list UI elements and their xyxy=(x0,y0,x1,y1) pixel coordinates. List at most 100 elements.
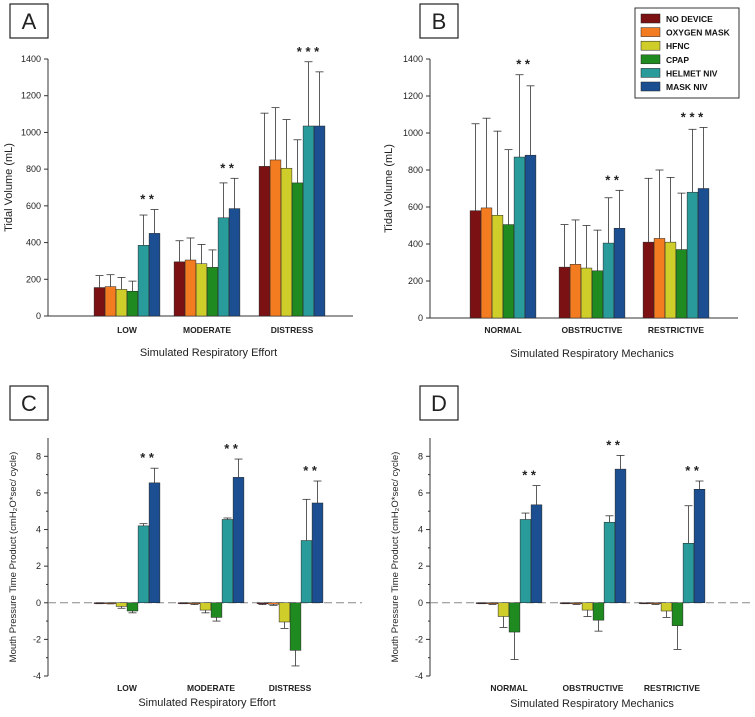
panel-label: C xyxy=(21,391,37,416)
y-tick-label: 1200 xyxy=(403,91,423,101)
legend-entry: HELMET NIV xyxy=(666,68,718,78)
legend-swatch xyxy=(640,68,661,78)
category-label: MODERATE xyxy=(187,683,235,693)
y-axis-label: Tidal Volume (mL) xyxy=(3,143,15,232)
bar-no-device-normal xyxy=(469,210,482,319)
bar-oxygen-mask-distress xyxy=(269,159,282,317)
bar-no-device-low xyxy=(93,287,106,317)
panel-label: D xyxy=(431,391,447,416)
bar-mask-niv-obstructive xyxy=(613,228,626,319)
y-tick-label: 8 xyxy=(418,451,423,461)
bar-oxygen-mask-moderate xyxy=(188,602,201,604)
panel-label-box xyxy=(419,385,459,421)
bar-hfnc-distress xyxy=(280,167,293,317)
bar-mask-niv-distress xyxy=(311,502,324,604)
legend-entry: HFNC xyxy=(666,41,690,51)
significance-annotation: * * xyxy=(140,192,155,207)
significance-annotation: * * xyxy=(140,450,155,465)
bar-cpap-obstructive xyxy=(592,602,605,621)
y-tick-label: 2 xyxy=(36,561,41,571)
category-label: RESTRICTIVE xyxy=(644,683,701,693)
legend-entry: CPAP xyxy=(666,55,689,65)
y-tick-label: 200 xyxy=(26,274,41,284)
y-tick-label: 8 xyxy=(36,451,41,461)
significance-annotation: * * xyxy=(220,160,235,175)
category-label: MODERATE xyxy=(183,325,231,335)
y-tick-label: 800 xyxy=(408,165,423,175)
bar-mask-niv-low xyxy=(148,233,161,317)
y-tick-label: -4 xyxy=(415,671,423,681)
category-label: DISTRESS xyxy=(269,683,312,693)
bar-helmet-niv-moderate xyxy=(221,519,234,604)
y-axis-label: Mouth Pressure Time Product (cmH₂O*sec/ … xyxy=(390,452,401,663)
panel-d: D -4 -2 0 2 4 6 8 NORMAL * * OBSTRUCTIVE * * RESTRIC… xyxy=(390,385,750,710)
y-tick-label: 0 xyxy=(36,311,41,321)
bar-hfnc-obstructive xyxy=(580,267,593,319)
bar-mask-niv-restrictive xyxy=(693,489,706,604)
category-label: NORMAL xyxy=(484,325,521,335)
bar-cpap-low xyxy=(126,602,139,612)
legend-entry: OXYGEN MASK xyxy=(666,28,731,38)
y-tick-label: 6 xyxy=(36,488,41,498)
category-label: RESTRICTIVE xyxy=(648,325,705,335)
y-axis-label: Tidal Volume (mL) xyxy=(383,144,395,233)
legend-swatch xyxy=(640,81,661,92)
y-tick-label: 1400 xyxy=(21,54,41,64)
bar-oxygen-mask-restrictive xyxy=(653,238,666,319)
bar-helmet-niv-distress xyxy=(302,125,315,317)
y-tick-label: 1400 xyxy=(403,54,423,64)
legend: NO DEVICE OXYGEN MASK HFNC CPAP HELMET NIV MA… xyxy=(634,7,740,99)
bar-cpap-moderate xyxy=(210,602,223,618)
x-axis-label: Simulated Respiratory Effort xyxy=(140,347,277,359)
significance-annotation: * * * xyxy=(681,109,704,124)
bar-helmet-niv-distress xyxy=(300,540,313,604)
bar-mask-niv-moderate xyxy=(228,208,241,317)
category-label: OBSTRUCTIVE xyxy=(562,325,623,335)
panel-label-box xyxy=(419,3,459,39)
bar-hfnc-restrictive xyxy=(660,602,673,612)
legend-swatch xyxy=(640,13,661,24)
x-axis-label: Simulated Respiratory Effort xyxy=(138,697,275,709)
panel-a: A 0 200 400 600 800 1000 1200 1400 LOW * * MODERATE… xyxy=(3,3,353,359)
bar-no-device-distress xyxy=(256,602,269,604)
y-tick-label: 1000 xyxy=(21,127,41,137)
significance-annotation: * * xyxy=(685,463,700,478)
bar-no-device-restrictive xyxy=(642,241,655,319)
bar-helmet-niv-obstructive xyxy=(602,242,615,319)
y-tick-label: 600 xyxy=(26,201,41,211)
bar-no-device-obstructive xyxy=(558,266,571,319)
significance-annotation: * * xyxy=(303,463,318,478)
legend-entry: MASK NIV xyxy=(666,82,708,92)
bar-mask-niv-restrictive xyxy=(697,188,710,319)
bar-no-device-moderate xyxy=(173,261,186,317)
bar-oxygen-mask-normal xyxy=(480,207,493,319)
bar-hfnc-obstructive xyxy=(581,602,594,611)
bar-helmet-niv-moderate xyxy=(217,217,230,317)
panel-label: B xyxy=(432,9,447,34)
y-tick-label: 6 xyxy=(418,488,423,498)
x-axis-label: Simulated Respiratory Mechanics xyxy=(510,348,674,360)
panel-c: C -4 -2 0 2 4 6 8 LOW * * MODERATE * * DISTRESS * * Si… xyxy=(8,385,362,709)
legend-entry: NO DEVICE xyxy=(666,14,713,24)
legend-swatch xyxy=(640,27,661,37)
bar-mask-niv-distress xyxy=(313,125,326,317)
bar-oxygen-mask-low xyxy=(104,286,117,317)
y-tick-label: 400 xyxy=(26,238,41,248)
bar-no-device-distress xyxy=(258,166,271,317)
category-label: NORMAL xyxy=(490,683,527,693)
bar-helmet-niv-low xyxy=(137,245,150,317)
bar-cpap-restrictive xyxy=(671,602,684,626)
y-axis-label: Mouth Pressure Time Product (cmH₂O*sec/ … xyxy=(8,452,19,663)
bar-cpap-restrictive xyxy=(675,249,688,319)
bar-hfnc-low xyxy=(115,289,128,317)
bar-mask-niv-low xyxy=(148,482,161,604)
panel-label-box xyxy=(9,385,49,421)
bar-mask-niv-moderate xyxy=(232,477,245,604)
panel-label-box xyxy=(9,3,49,39)
significance-annotation: * * xyxy=(606,437,621,452)
bar-hfnc-low xyxy=(115,602,128,607)
bar-helmet-niv-restrictive xyxy=(686,191,699,319)
y-tick-label: 1000 xyxy=(403,128,423,138)
panel-b: B 0 200 400 600 800 1000 1200 1400 NORMAL * * OBSTR… xyxy=(383,3,738,360)
bar-cpap-normal xyxy=(502,224,515,319)
